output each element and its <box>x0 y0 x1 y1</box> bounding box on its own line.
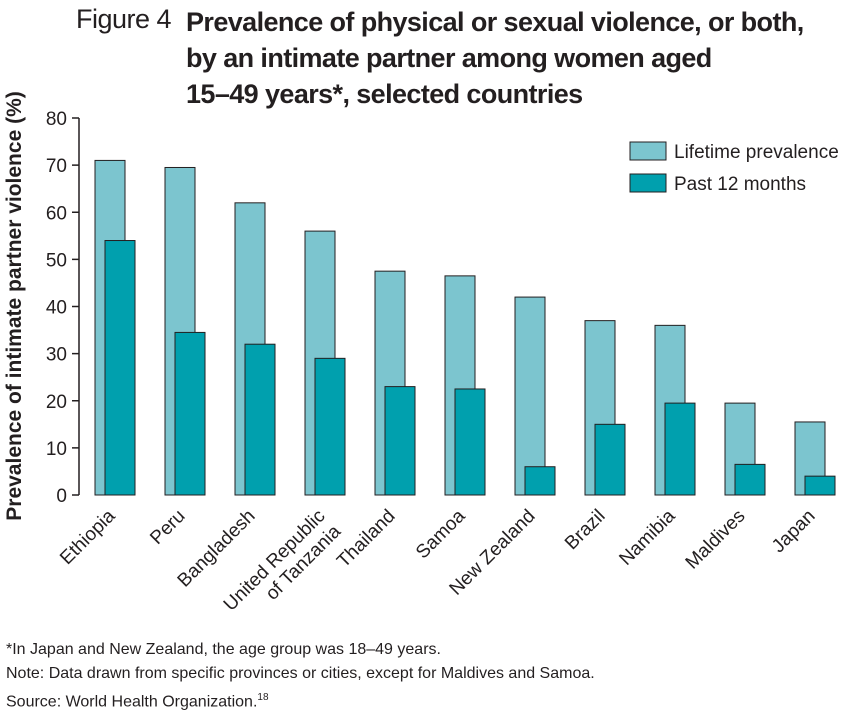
y-tick-label: 20 <box>46 392 67 413</box>
bar-past-12-months <box>314 357 346 496</box>
y-tick-label: 10 <box>46 439 67 460</box>
bar-past-12-months <box>594 423 626 496</box>
legend-swatch <box>629 141 667 161</box>
x-tick-label: Namibia <box>615 505 679 569</box>
notes: *In Japan and New Zealand, the age group… <box>6 638 595 714</box>
y-tick-label: 60 <box>46 203 67 224</box>
x-tick-label: Maldives <box>682 506 750 574</box>
chart-title-line-1: Prevalence of physical or sexual violenc… <box>186 7 804 37</box>
x-tick-label: Brazil <box>561 506 609 554</box>
chart-title-line-3: 15–49 years*, selected countries <box>186 79 583 109</box>
bar-lifetime-prevalence <box>514 296 546 496</box>
y-tick-label: 0 <box>56 486 67 507</box>
bar-past-12-months <box>664 402 696 496</box>
bar-past-12-months <box>244 343 276 496</box>
x-tick-label-line: Japan <box>768 506 819 557</box>
bar-past-12-months <box>804 475 836 496</box>
source-reference: 18 <box>257 692 269 703</box>
bars <box>94 159 836 496</box>
x-tick-label-line: Thailand <box>333 506 399 572</box>
x-tick-label-line: Brazil <box>561 506 609 554</box>
legend-label: Lifetime prevalence <box>674 142 839 163</box>
chart-title-line-2: by an intimate partner among women aged <box>186 43 712 73</box>
x-tick-label-line: Namibia <box>615 505 679 569</box>
source-text: Source: World Health Organization. <box>6 693 258 711</box>
figure-label: Figure 4 <box>76 4 172 34</box>
bar-past-12-months <box>454 388 486 496</box>
y-axis: 0 10 20 30 40 50 60 70 80 <box>46 109 80 507</box>
data-note: Note: Data drawn from specific provinces… <box>6 665 595 682</box>
bar-past-12-months <box>524 466 556 496</box>
x-tick-label: Thailand <box>333 506 399 572</box>
chart-title: Prevalence of physical or sexual violenc… <box>186 4 826 112</box>
y-tick-label: 40 <box>46 298 67 319</box>
bar-past-12-months <box>384 386 416 496</box>
x-tick-label: Samoa <box>412 505 470 563</box>
bar-past-12-months <box>104 240 136 496</box>
x-tick-label-line: Samoa <box>412 505 470 563</box>
bar-past-12-months <box>734 463 766 496</box>
x-tick-label: Peru <box>146 506 189 549</box>
legend-swatch <box>629 173 667 193</box>
bar-past-12-months <box>174 331 206 496</box>
x-tick-label: Ethiopia <box>56 505 120 569</box>
legend-label: Past 12 months <box>674 174 806 195</box>
x-tick-label: Japan <box>768 506 819 557</box>
x-tick-label-line: Ethiopia <box>56 505 120 569</box>
y-tick-label: 80 <box>46 109 67 130</box>
y-axis-title: Prevalence of intimate partner violence … <box>3 91 26 520</box>
y-tick-label: 30 <box>46 345 67 366</box>
footnote: *In Japan and New Zealand, the age group… <box>6 641 441 658</box>
legend: Lifetime prevalence Past 12 months <box>629 141 839 195</box>
source-line: Source: World Health Organization.18 <box>6 686 595 714</box>
x-tick-label-line: Peru <box>146 506 189 549</box>
y-tick-label: 70 <box>46 156 67 177</box>
y-tick-label: 50 <box>46 250 67 271</box>
x-tick-label-line: Maldives <box>682 506 750 574</box>
